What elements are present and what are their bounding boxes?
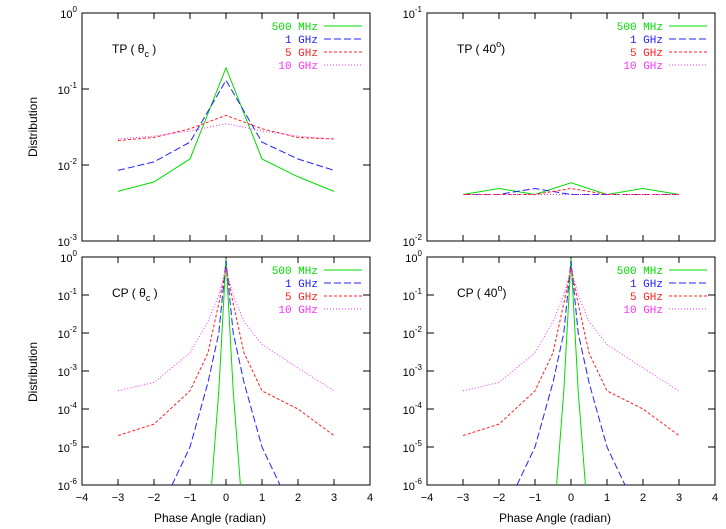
legend-label: 500 MHz [617, 266, 663, 278]
y-tick-label: 10-4 [403, 401, 423, 417]
series-line [117, 268, 335, 437]
y-tick-label: 10-3 [58, 363, 78, 379]
series-line [171, 260, 281, 486]
panel-cp-40: −4 −3 −2 −1 0 1 2 3 4 10-6 10-5 10-4 10-3 10-2 10-1 100… [403, 249, 718, 504]
y-tick-label: 10-1 [403, 287, 423, 303]
y-tick-label: 100 [405, 249, 422, 265]
series-line [462, 182, 680, 195]
series-line [516, 260, 626, 486]
x-tick-label: −3 [457, 492, 470, 504]
x-tick-label: −2 [148, 492, 161, 504]
legend-label: 500 MHz [272, 266, 318, 278]
x-tick-label: 0 [568, 492, 574, 504]
panel-label: CP ( θc ) [112, 286, 158, 303]
series-line [117, 123, 335, 140]
y-tick-label: 100 [60, 249, 77, 265]
legend-label: 500 MHz [617, 22, 663, 34]
x-tick-label: 4 [712, 492, 718, 504]
series-line [117, 66, 335, 192]
legend-label: 5 GHz [630, 292, 663, 304]
y-tick-label: 10-2 [403, 325, 423, 341]
panel-cp-thetac: −4 −3 −2 −1 0 1 2 3 4 10-6 10-5 10-4 10-3 10-2 10-1 100… [58, 249, 373, 504]
x-tick-label: 3 [676, 492, 682, 504]
series-line [556, 258, 586, 486]
legend-label: 10 GHz [278, 305, 318, 317]
y-tick-label: 10-2 [58, 325, 78, 341]
y-tick-label: 10-5 [403, 439, 423, 455]
x-tick-label: 4 [367, 492, 373, 504]
x-axis-label-left: Phase Angle (radian) [154, 511, 266, 525]
y-tick-label: 10-5 [58, 439, 78, 455]
legend-label: 500 MHz [272, 22, 318, 34]
x-tick-label: 2 [295, 492, 301, 504]
y-tick-label: 10-1 [58, 81, 78, 97]
y-tick-label: 10-3 [403, 363, 423, 379]
x-tick-label: −4 [76, 492, 89, 504]
series-line [462, 268, 680, 437]
y-tick-label: 10-6 [403, 477, 423, 493]
x-axis-label-right: Phase Angle (radian) [499, 511, 611, 525]
y-tick-label: 10-6 [58, 477, 78, 493]
legend-label: 1 GHz [285, 279, 318, 291]
legend-label: 10 GHz [278, 61, 318, 73]
panel-label: TP ( 40o) [457, 39, 505, 56]
legend-label: 1 GHz [285, 35, 318, 47]
y-axis-label-top: Distribution [26, 97, 40, 157]
y-tick-label: 100 [60, 5, 77, 21]
series-line [117, 114, 335, 142]
x-tick-label: 0 [223, 492, 229, 504]
x-tick-label: −1 [529, 492, 542, 504]
legend-label: 10 GHz [623, 61, 663, 73]
legend-label: 5 GHz [285, 292, 318, 304]
x-tick-label: 1 [259, 492, 265, 504]
y-tick-label: 10-1 [403, 5, 423, 21]
x-tick-label: 3 [331, 492, 337, 504]
legend-label: 5 GHz [630, 48, 663, 60]
series-line [117, 79, 335, 171]
series-line [211, 258, 241, 486]
x-tick-label: −4 [421, 492, 434, 504]
legend-label: 5 GHz [285, 48, 318, 60]
x-tick-label: −3 [112, 492, 125, 504]
panel-label: TP ( θc ) [112, 42, 156, 59]
legend-label: 10 GHz [623, 305, 663, 317]
y-tick-label: 10-4 [58, 401, 78, 417]
legend-label: 1 GHz [630, 35, 663, 47]
y-tick-label: 10-3 [58, 233, 78, 249]
y-tick-label: 10-2 [58, 157, 78, 173]
x-tick-label: 2 [640, 492, 646, 504]
panel-label: CP ( 40o) [457, 283, 506, 300]
y-tick-label: 10-2 [403, 233, 423, 249]
x-tick-label: 1 [604, 492, 610, 504]
x-tick-label: −2 [493, 492, 506, 504]
y-axis-label-bottom: Distribution [26, 342, 40, 402]
y-tick-label: 10-1 [58, 287, 78, 303]
x-tick-label: −1 [184, 492, 197, 504]
legend-label: 1 GHz [630, 279, 663, 291]
